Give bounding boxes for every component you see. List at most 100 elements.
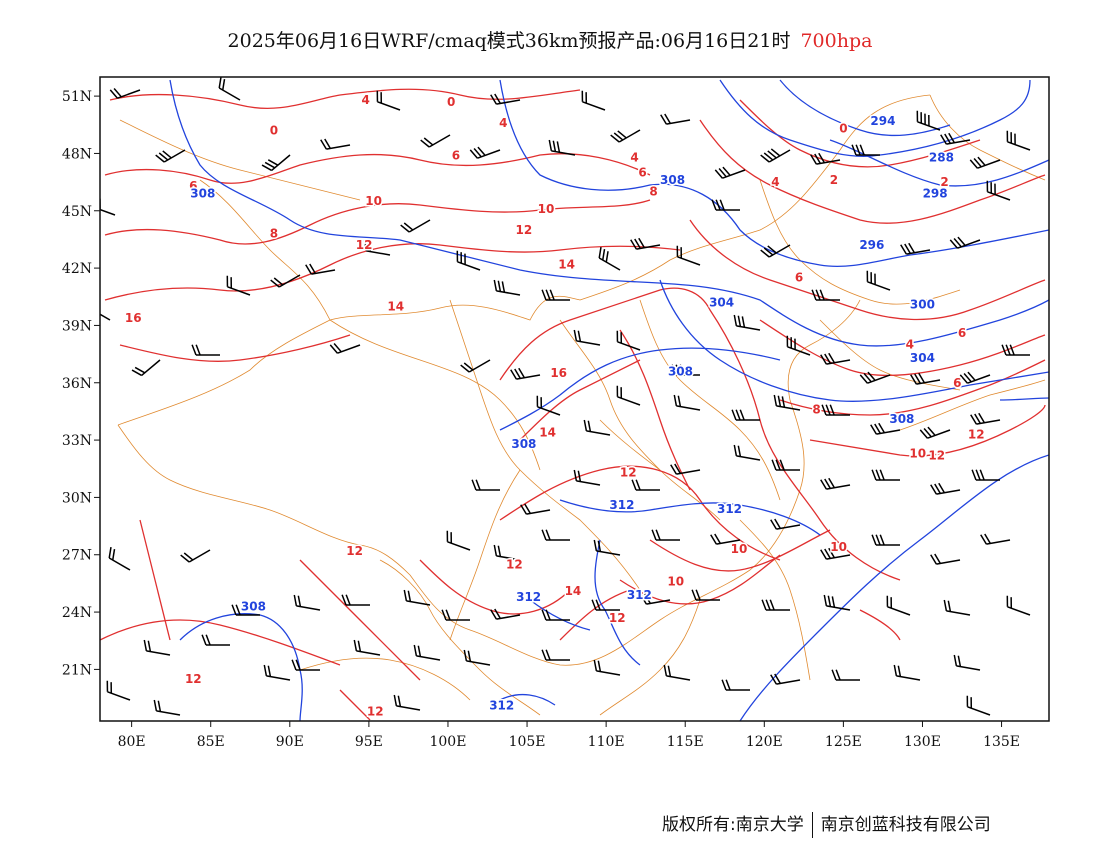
wind-barb (733, 444, 761, 461)
height-contour-line (559, 499, 821, 536)
wind-barb-feather (944, 133, 952, 144)
wind-barb-feather (577, 470, 582, 482)
wind-barb (871, 534, 900, 546)
height-label: 298 (923, 187, 948, 201)
wind-barb-feather (957, 236, 966, 246)
wind-barb-feather (737, 315, 742, 327)
temperature-label: 0 (839, 122, 847, 136)
wind-barb-feather (291, 659, 297, 671)
wind-barb-feather (878, 422, 886, 434)
wind-barb-feather (725, 679, 731, 691)
wind-barb-feather (497, 280, 502, 292)
wind-barb (886, 595, 911, 616)
wind-barb-feather (963, 372, 972, 383)
wind-barb-feather (195, 344, 201, 356)
wind-barb (959, 371, 991, 384)
height-label: 296 (859, 238, 884, 252)
wind-barb-feather (953, 237, 962, 248)
temperature-label: 10 (731, 542, 748, 556)
height-label: 288 (929, 150, 954, 164)
wind-barb-feather (874, 423, 882, 434)
boundary-line (819, 319, 961, 391)
temperature-contour-line (559, 589, 631, 641)
wind-barb-feather (205, 634, 211, 646)
wind-barb-feather (617, 130, 627, 139)
y-tick-label: 30N (62, 490, 92, 506)
wind-barb (413, 644, 441, 661)
x-tick-label: 95E (355, 734, 383, 750)
wind-barb (966, 695, 991, 716)
wind-barb (573, 469, 601, 486)
wind-barb-feather (859, 374, 869, 384)
wind-barb-feather (671, 364, 677, 376)
y-tick-label: 39N (62, 318, 92, 334)
wind-barb-feather (112, 549, 116, 561)
wind-barb-feather (904, 243, 912, 254)
wind-barb-feather (828, 352, 836, 364)
wind-barb (420, 134, 451, 148)
wind-barb (493, 279, 521, 296)
wind-barb-feather (953, 654, 958, 666)
wind-barb-feather (218, 77, 222, 89)
wind-barb-feather (494, 93, 502, 104)
wind-barb-feather (737, 445, 742, 457)
wind-barb-feather (1009, 344, 1015, 356)
wind-barb-feather (914, 373, 922, 384)
wind-barb (970, 412, 1001, 425)
wind-barb (490, 93, 521, 105)
temperature-contour-line (100, 619, 341, 666)
wind-barb-feather (545, 649, 551, 661)
wind-barb-feather (231, 604, 237, 616)
wind-barb (771, 459, 800, 471)
wind-barb-feather (979, 469, 985, 481)
temperature-label: 10 (909, 446, 926, 460)
wind-barb-feather (113, 87, 122, 98)
wind-barb-feather (711, 199, 717, 211)
height-label: 308 (241, 599, 266, 613)
wind-barb-feather (897, 665, 902, 677)
wind-barb (231, 604, 260, 616)
wind-barb-feather (541, 289, 547, 301)
height-label: 308 (668, 364, 693, 378)
wind-barb-feather (710, 534, 718, 545)
wind-barb-feather (494, 608, 502, 619)
chart-title: 2025年06月16日WRF/cmaq模式36km预报产品:06月16日21时 7… (0, 26, 1100, 53)
x-tick-label: 115E (667, 734, 704, 750)
wind-barb (548, 139, 576, 156)
wind-barb-feather (497, 545, 502, 557)
temperature-label: 12 (928, 448, 945, 462)
temperature-contour-line (119, 334, 351, 362)
wind-barb (541, 649, 570, 661)
height-contour-line (659, 279, 1049, 402)
wind-barb-feather (595, 599, 601, 611)
height-label: 308 (511, 437, 536, 451)
height-label: 304 (709, 295, 734, 309)
temperature-label: 4 (906, 338, 914, 352)
map-frame (99, 76, 1050, 722)
wind-barb (761, 599, 790, 611)
temperature-contour-line (339, 689, 371, 721)
wind-barb (943, 599, 971, 616)
wind-barb (831, 669, 860, 681)
wind-barb (893, 664, 921, 681)
wind-barb-feather (774, 518, 782, 529)
height-contour-line (169, 79, 1049, 347)
wind-barb (541, 609, 570, 621)
x-tick-label: 110E (588, 734, 625, 750)
wind-barb-feather (261, 164, 272, 172)
wind-barb (823, 594, 851, 611)
wind-barb (610, 129, 641, 143)
temperature-label: 14 (565, 584, 582, 598)
boundary-line (449, 469, 521, 641)
wind-barb (940, 132, 971, 145)
wind-barb-feather (493, 279, 498, 291)
wind-barb-feather (147, 640, 152, 652)
temperature-label: 16 (550, 366, 567, 380)
height-contour-line (499, 79, 1049, 268)
wind-barb-feather (769, 599, 775, 611)
temperature-contour-line (689, 219, 1046, 321)
wind-barb-feather (835, 669, 841, 681)
wind-barb-feather (541, 649, 547, 661)
temperature-contour-line (759, 319, 1046, 377)
wind-barb-feather (1005, 344, 1011, 356)
